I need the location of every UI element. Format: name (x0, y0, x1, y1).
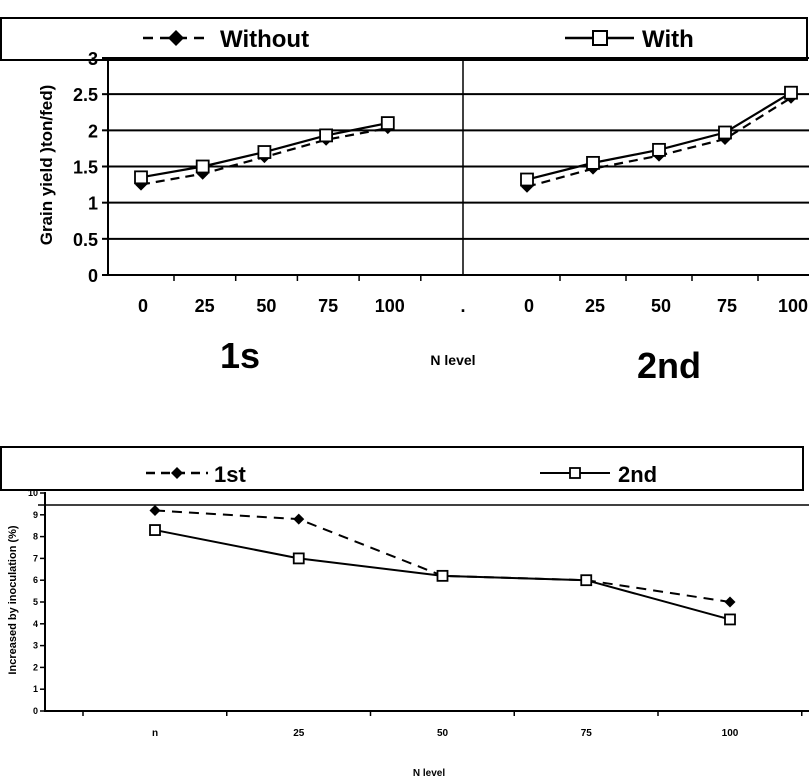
top-with-point (319, 128, 334, 143)
top-y-tick-label: 0.5 (73, 230, 98, 250)
bottom-x-tick-label: n (152, 728, 158, 739)
top-series-without-line-panel-2 (526, 96, 792, 188)
bottom-x-axis-label: N level (413, 768, 445, 779)
bottom-1st-point (149, 504, 161, 516)
bottom-y-tick-label: 10 (28, 488, 38, 498)
bottom-y-tick-label: 2 (33, 662, 38, 672)
bottom-chart: 1st 2nd Increased by inoculation (%) 0 1 2… (0, 446, 809, 779)
bottom-y-tick-label: 9 (33, 510, 38, 520)
top-x-tick-label: 50 (256, 296, 276, 316)
top-y-tick-label: 1.5 (73, 158, 98, 178)
top-panel-label-1: 1s (220, 335, 260, 376)
top-x-tick-label: 50 (651, 296, 671, 316)
bottom-x-tick-label: 100 (722, 728, 739, 739)
bottom-2nd-point (292, 552, 305, 565)
bottom-y-tick-label: 8 (33, 532, 38, 542)
top-with-point (652, 142, 666, 157)
bottom-y-axis-label: Increased by inoculation (%) (7, 525, 19, 674)
top-y-tick-label: 1 (88, 194, 98, 214)
top-with-point (718, 125, 732, 140)
top-with-point (784, 85, 798, 100)
bottom-y-tick-label: 5 (33, 597, 38, 607)
top-with-point (380, 116, 395, 130)
top-legend-entry-without: Without (143, 26, 309, 53)
top-legend-entry-with: With (565, 26, 694, 53)
bottom-y-ticks: 0 1 2 3 4 5 6 7 8 9 10 (28, 488, 45, 716)
top-x-tick-label: 100 (375, 296, 405, 316)
top-x-tick-label: 0 (524, 296, 534, 316)
top-x-tick-label: 75 (318, 296, 338, 316)
top-series (134, 85, 798, 193)
top-y-tick-label: 3 (88, 49, 98, 69)
bottom-series-1st-line (154, 509, 731, 603)
top-x-ticks: 0 25 50 75 100 0 25 50 75 100 (138, 275, 808, 316)
top-y-tick-label: 0 (88, 266, 98, 286)
bottom-x-tick-label: 25 (293, 728, 305, 739)
bottom-x-tick-label: 75 (581, 728, 593, 739)
top-legend-with-marker (592, 30, 608, 46)
top-x-axis-label: N level (430, 352, 475, 368)
top-x-tick-label: 100 (778, 296, 808, 316)
top-x-tick-label: 25 (585, 296, 605, 316)
bottom-legend-box (0, 446, 804, 491)
bottom-x-tick-label: 50 (437, 728, 449, 739)
top-with-point (586, 155, 600, 170)
top-x-tick-label: 0 (138, 296, 148, 316)
bottom-y-tick-label: 0 (33, 706, 38, 716)
top-gridlines (108, 57, 809, 276)
bottom-y-tick-label: 6 (33, 575, 38, 585)
bottom-y-tick-label: 3 (33, 641, 38, 651)
bottom-y-tick-label: 7 (33, 553, 38, 563)
bottom-1st-point (293, 513, 305, 525)
top-panel-separator-label: . (460, 296, 465, 316)
bottom-legend-entry-2nd: 2nd (540, 462, 657, 487)
top-y-ticks: 0 0.5 1 1.5 2 2.5 3 (73, 49, 108, 286)
bottom-y-tick-label: 1 (33, 684, 38, 694)
top-y-tick-label: 2.5 (73, 85, 98, 105)
bottom-1st-point (724, 596, 736, 608)
top-legend-without-marker (168, 30, 184, 46)
bottom-legend-2nd-label: 2nd (618, 462, 657, 487)
top-legend-box (0, 17, 808, 61)
top-x-tick-label: 75 (717, 296, 737, 316)
bottom-x-ticks: n 25 50 75 100 (82, 711, 803, 739)
top-panel-label-2: 2nd (637, 345, 701, 386)
bottom-legend-entry-1st: 1st (146, 462, 246, 487)
top-with-point (195, 159, 210, 174)
top-legend-without-label: Without (220, 26, 309, 53)
bottom-series (149, 504, 736, 626)
bottom-legend-1st-marker (171, 467, 183, 479)
bottom-2nd-point (436, 569, 449, 582)
top-y-axis-label: Grain yield )ton/fed) (37, 85, 56, 246)
top-legend-with-label: With (642, 26, 694, 53)
bottom-y-tick-label: 4 (33, 619, 38, 629)
top-with-point (134, 170, 148, 185)
bottom-legend-1st-label: 1st (214, 462, 246, 487)
bottom-2nd-point (149, 524, 161, 536)
bottom-2nd-point (724, 613, 736, 626)
top-chart: Without With Grain yield )ton/fed) 0 0.5 1… (0, 17, 809, 386)
bottom-legend-2nd-marker (569, 467, 581, 479)
top-with-point (520, 172, 534, 187)
top-y-tick-label: 2 (88, 121, 98, 141)
top-with-point (257, 145, 272, 159)
top-x-tick-label: 25 (195, 296, 215, 316)
bottom-2nd-point (580, 574, 593, 587)
